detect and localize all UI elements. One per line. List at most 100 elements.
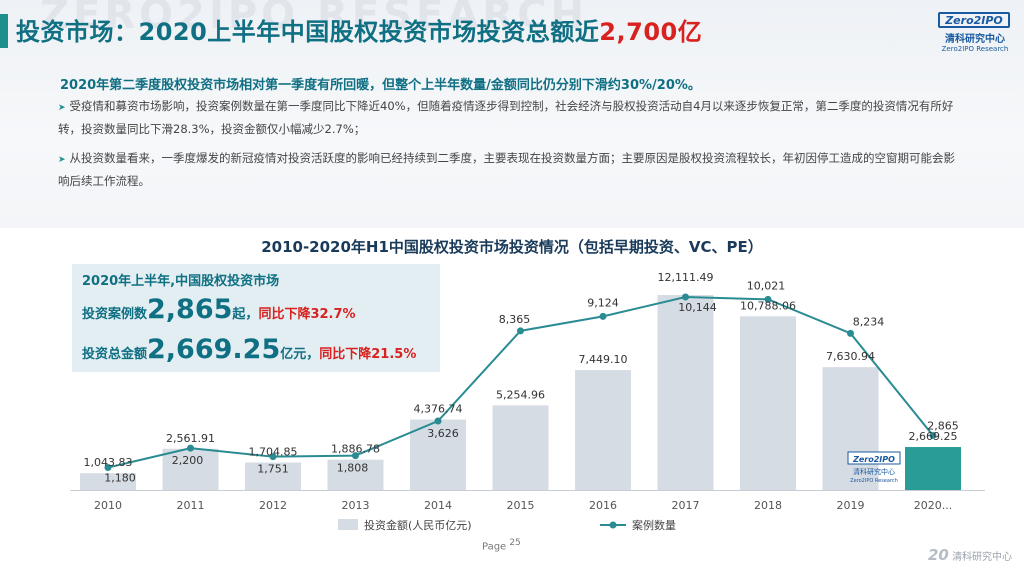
chart-logo-text: Zero2IPO (852, 455, 895, 464)
chart-logo-en: Zero2IPO Research (850, 478, 898, 484)
bar-value-label: 4,376.74 (414, 403, 463, 416)
summary-cases-unit: 起， (232, 307, 259, 322)
bullet-arrow-icon: ➤ (58, 155, 66, 165)
bullet-arrow-icon: ➤ (58, 103, 66, 113)
line-value-label: 10,144 (678, 301, 717, 314)
x-tick-label: 2016 (589, 499, 617, 512)
summary-amount-unit: 亿元， (280, 347, 320, 362)
chart-title: 2010-2020年H1中国股权投资市场投资情况（包括早期投资、VC、PE） (261, 238, 763, 256)
line-value-label: 3,626 (427, 427, 459, 440)
legend-label-cases: 案例数量 (632, 518, 676, 532)
bar-value-label: 2,669.25 (909, 430, 958, 443)
logo-box: Zero2IPO (938, 12, 1010, 28)
bar-2012 (245, 462, 301, 490)
logo-cn-text: 清科研究中心 (945, 34, 1005, 45)
x-tick-label: 2019 (837, 499, 865, 512)
line-point-2012 (269, 453, 277, 461)
bar-2019 (822, 367, 879, 490)
line-point-2010 (104, 464, 112, 472)
bar-2015 (492, 405, 549, 490)
x-tick-label: 2011 (177, 499, 205, 512)
chart-logo-cn: 清科研究中心 (853, 467, 895, 476)
x-tick-label: 2015 (507, 499, 535, 512)
line-point-2013 (352, 452, 359, 460)
logo-en-text: Zero2IPO Research (941, 45, 1009, 53)
line-value-label: 9,124 (587, 296, 619, 309)
header-background (0, 0, 1024, 228)
line-point-2020... (929, 431, 937, 439)
line-point-2019 (847, 329, 854, 337)
summary-amount-label: 投资总金额 (82, 347, 148, 362)
bar-value-label: 10,788.06 (740, 299, 796, 312)
line-point-2018 (764, 295, 772, 303)
summary-amount-value: 2,669.25 (147, 334, 281, 365)
line-value-label: 8,365 (499, 313, 531, 326)
summary-cases-line: 投资案例数2,865起，同比下降32.7% (82, 294, 356, 325)
footer-logo-text: 清科研究中心 (952, 552, 1013, 563)
bar-value-label: 5,254.96 (496, 388, 545, 401)
summary-title: 2020年上半年,中国股权投资市场 (82, 274, 280, 289)
line-value-label: 1,751 (257, 463, 289, 476)
x-tick-label: 2020... (914, 499, 952, 512)
summary-cases-value: 2,865 (147, 294, 233, 325)
bar-value-label: 1,043.83 (84, 456, 133, 469)
footer-logo: 20 清科研究中心 (928, 546, 1012, 564)
bar-2016 (575, 370, 631, 490)
x-tick-label: 2010 (94, 499, 122, 512)
line-point-2014 (434, 417, 442, 425)
bar-value-label: 1,886.78 (331, 443, 380, 456)
bar-2013 (327, 459, 384, 490)
headline: 2020年第二季度股权投资市场相对第一季度有所回暖，但整个上半年数量/金额同比仍… (60, 78, 701, 93)
footer-logo-mark: 20 (928, 546, 949, 564)
bullet-text: 受疫情和募资市场影响，投资案例数量在第一季度同比下降近40%，但随着疫情逐步得到… (58, 99, 954, 136)
legend-swatch-amount (338, 519, 358, 530)
line-value-label: 1,180 (104, 472, 136, 485)
x-tick-label: 2013 (342, 499, 370, 512)
line-point-2011 (187, 444, 194, 452)
bullet-item-1: ➤ 受疫情和募资市场影响，投资案例数量在第一季度同比下降近40%，但随着疫情逐步得… (58, 96, 958, 140)
x-tick-label: 2018 (754, 499, 782, 512)
page-number: Page 25 (482, 538, 521, 552)
bar-2017 (657, 295, 714, 490)
x-tick-label: 2014 (424, 499, 452, 512)
legend-label-amount: 投资金额(人民币亿元) (364, 518, 472, 532)
legend-marker-cases (609, 521, 617, 529)
bar-value-label: 12,111.49 (658, 271, 714, 284)
line-point-2015 (517, 327, 524, 335)
bar-value-label: 1,704.85 (249, 446, 298, 459)
chart-logo-box (847, 451, 901, 465)
zero2ipo-logo: Zero2IPO 清科研究中心 Zero2IPO Research (938, 12, 1012, 53)
bar-2018 (740, 316, 796, 490)
page-title-main: 投资市场：2020上半年中国股权投资市场投资总额近 (16, 18, 600, 46)
bar-2011 (162, 448, 219, 490)
line-value-label: 2,865 (927, 419, 959, 432)
x-tick-label: 2017 (672, 499, 700, 512)
x-tick-label: 2012 (259, 499, 287, 512)
summary-box: 2020年上半年,中国股权投资市场 投资案例数2,865起，同比下降32.7% … (72, 264, 440, 372)
page-label: Page (482, 541, 507, 553)
bar-value-label: 7,449.10 (579, 353, 628, 366)
page-title: 投资市场：2020上半年中国股权投资市场投资总额近2,700亿 (16, 12, 702, 47)
title-accent-bar (0, 14, 8, 48)
bar-2020... (905, 447, 961, 490)
bar-2010 (80, 473, 136, 490)
bar-value-label: 7,630.94 (826, 350, 875, 363)
line-point-2016 (599, 312, 607, 320)
bar-2014 (410, 419, 466, 490)
line-value-label: 1,808 (337, 462, 369, 475)
line-value-label: 8,234 (853, 315, 885, 328)
line-value-label: 2,200 (172, 454, 204, 467)
summary-amount-change: 同比下降21.5% (319, 347, 417, 362)
summary-amount-line: 投资总金额2,669.25亿元，同比下降21.5% (82, 334, 416, 365)
bullet-text: 从投资数量看来，一季度爆发的新冠疫情对投资活跃度的影响已经持续到二季度，主要表现… (58, 151, 956, 188)
summary-cases-change: 同比下降32.7% (258, 307, 356, 322)
bar-value-label: 2,561.91 (166, 432, 215, 445)
line-value-label: 10,021 (747, 279, 786, 292)
bullet-item-2: ➤ 从投资数量看来，一季度爆发的新冠疫情对投资活跃度的影响已经持续到二季度，主要表… (58, 148, 958, 192)
page-number-value: 25 (509, 538, 521, 548)
watermark-text: ZERO2IPO RESEARCH (40, 0, 588, 38)
summary-cases-label: 投资案例数 (82, 307, 148, 322)
line-point-2017 (682, 293, 689, 301)
page-title-highlight: 2,700亿 (599, 18, 703, 46)
